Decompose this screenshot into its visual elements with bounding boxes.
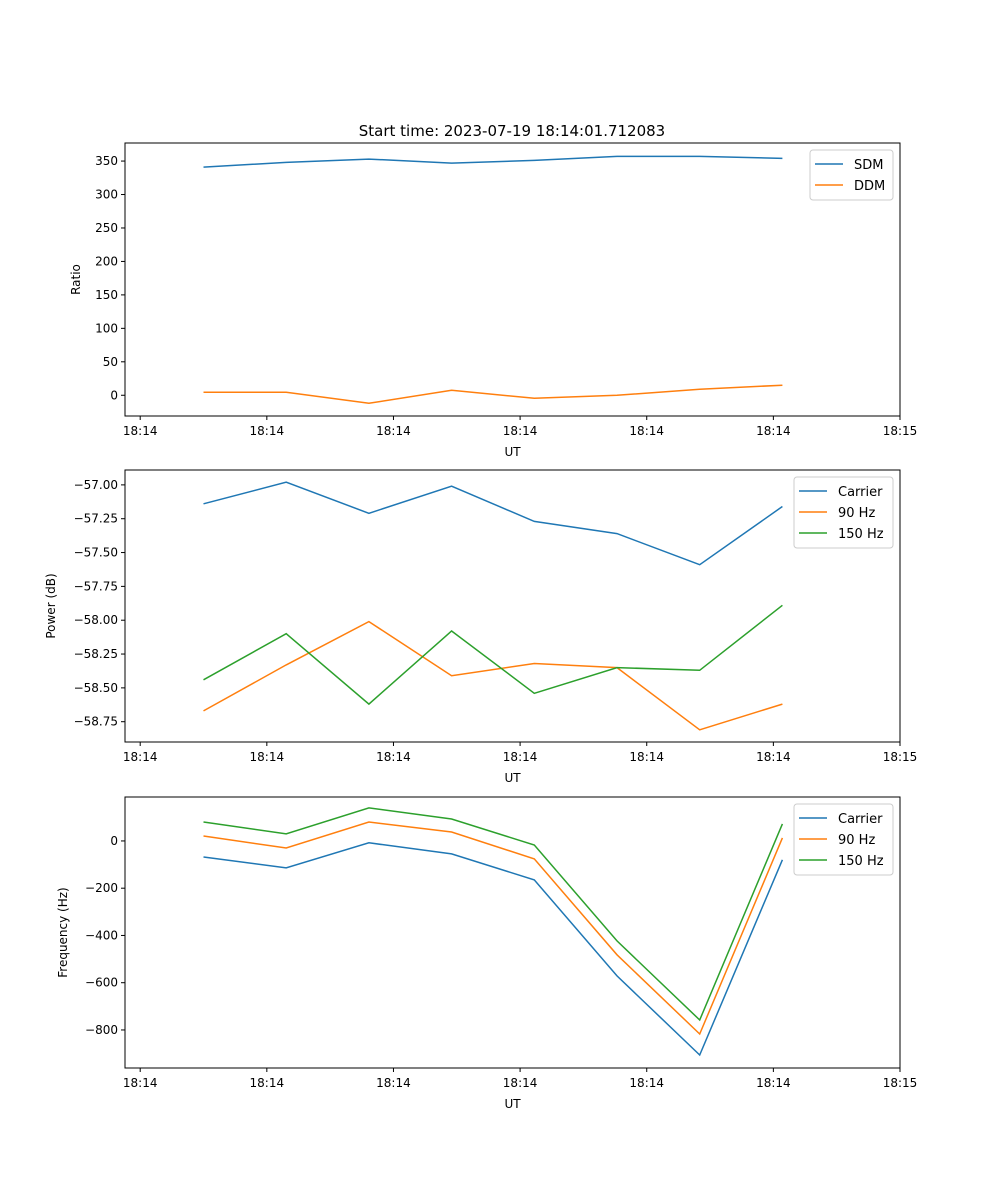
- x-tick-label: 18:14: [503, 424, 538, 438]
- y-tick-label: −400: [85, 928, 118, 942]
- x-tick-label: 18:14: [250, 750, 285, 764]
- series-line-90-hz: [203, 620, 783, 731]
- x-axis-label: UT: [504, 445, 521, 459]
- x-tick-label: 18:15: [883, 750, 918, 764]
- x-tick-label: 18:14: [756, 424, 791, 438]
- y-tick-label: 0: [110, 834, 118, 848]
- legend-label: Carrier: [838, 485, 883, 500]
- y-tick-label: 100: [95, 321, 118, 335]
- subplot-1: 18:14 18:14 18:14 18:14 18:14 18:14 18:15 UT 0 50…: [69, 142, 918, 459]
- legend-label: Carrier: [838, 812, 883, 827]
- x-tick-label: 18:14: [250, 1076, 285, 1090]
- legend: Carrier 90 Hz 150 Hz: [793, 476, 894, 549]
- subplot-2: 18:14 18:14 18:14 18:14 18:14 18:14 18:15 UT −57…: [44, 469, 918, 785]
- y-tick-label: 150: [95, 288, 118, 302]
- y-tick-label: −57.75: [74, 579, 118, 593]
- series-line-carrier: [203, 481, 783, 566]
- chart-title: Start time: 2023-07-19 18:14:01.712083: [359, 122, 665, 140]
- y-tick-label: 300: [95, 188, 118, 202]
- x-axis-label: UT: [504, 771, 521, 785]
- y-tick-label: −58.75: [74, 715, 118, 729]
- x-tick-label: 18:15: [883, 424, 918, 438]
- legend-label: DDM: [854, 179, 885, 194]
- legend-label: 150 Hz: [838, 527, 884, 542]
- legend-box: [793, 803, 894, 876]
- legend-label: SDM: [854, 158, 883, 173]
- x-tick-label: 18:14: [376, 424, 411, 438]
- legend: SDM DDM: [809, 149, 894, 201]
- series-line-150-hz: [203, 604, 783, 706]
- y-tick-label: 0: [110, 388, 118, 402]
- series-line-90-hz: [203, 821, 784, 1036]
- y-axis-label: Power (dB): [44, 573, 58, 638]
- y-tick-label: −58.00: [74, 613, 118, 627]
- y-tick-label: −800: [85, 1023, 118, 1037]
- y-tick-label: 250: [95, 221, 118, 235]
- x-tick-label: 18:14: [123, 1076, 158, 1090]
- y-tick-label: 200: [95, 254, 118, 268]
- axes-frame: [124, 796, 901, 1069]
- y-tick-label: 50: [103, 355, 118, 369]
- y-axis-label: Frequency (Hz): [56, 887, 70, 978]
- axes-frame: [124, 469, 901, 743]
- y-tick-label: −57.50: [74, 546, 118, 560]
- y-tick-label: −200: [85, 881, 118, 895]
- x-tick-label: 18:14: [503, 1076, 538, 1090]
- y-tick-label: −57.25: [74, 512, 118, 526]
- series-line-ddm: [203, 384, 783, 405]
- x-tick-label: 18:14: [250, 424, 285, 438]
- x-tick-label: 18:14: [123, 424, 158, 438]
- x-tick-label: 18:14: [756, 750, 791, 764]
- legend: Carrier 90 Hz 150 Hz: [793, 803, 894, 876]
- legend-box: [809, 149, 894, 201]
- series-line-sdm: [203, 155, 783, 168]
- x-axis-label: UT: [504, 1097, 521, 1111]
- x-tick-label: 18:14: [376, 750, 411, 764]
- x-tick-label: 18:14: [503, 750, 538, 764]
- y-tick-label: −600: [85, 976, 118, 990]
- legend-label: 90 Hz: [838, 506, 875, 521]
- x-tick-label: 18:14: [756, 1076, 791, 1090]
- x-tick-label: 18:14: [376, 1076, 411, 1090]
- series-line-150-hz: [203, 807, 784, 1022]
- y-tick-label: −58.25: [74, 647, 118, 661]
- series-line-carrier: [203, 842, 784, 1057]
- subplot-3: 18:14 18:14 18:14 18:14 18:14 18:14 18:15 UT 0 −2…: [56, 796, 918, 1111]
- legend-label: 90 Hz: [838, 833, 875, 848]
- y-tick-label: −58.50: [74, 681, 118, 695]
- x-tick-label: 18:14: [629, 424, 664, 438]
- x-tick-label: 18:15: [883, 1076, 918, 1090]
- x-tick-label: 18:14: [123, 750, 158, 764]
- x-tick-label: 18:14: [629, 1076, 664, 1090]
- axes-frame: [124, 142, 901, 417]
- x-tick-label: 18:14: [629, 750, 664, 764]
- legend-box: [793, 476, 894, 549]
- legend-label: 150 Hz: [838, 854, 884, 869]
- y-tick-label: 350: [95, 154, 118, 168]
- y-axis-label: Ratio: [69, 264, 83, 295]
- y-tick-label: −57.00: [74, 478, 118, 492]
